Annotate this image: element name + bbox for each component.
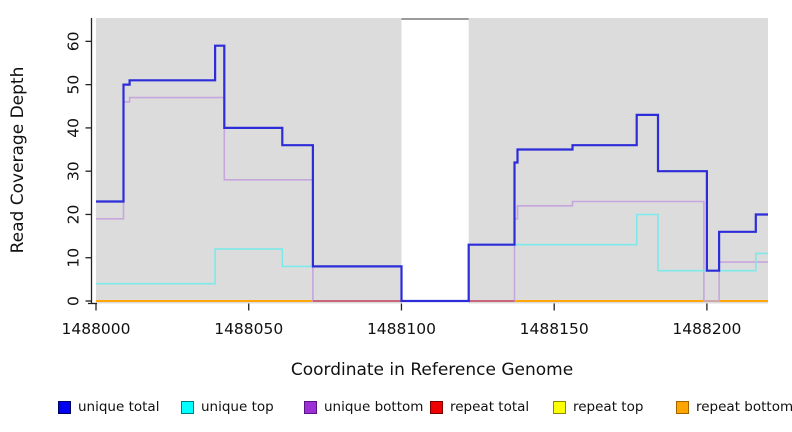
legend-item-repeat-bottom: repeat bottom bbox=[676, 396, 792, 418]
legend-item-unique-top: unique top bbox=[181, 396, 274, 418]
legend-label-repeat-top: repeat top bbox=[573, 399, 644, 415]
legend-label-repeat-total: repeat total bbox=[450, 399, 530, 415]
y-tick-label: 30 bbox=[65, 161, 83, 181]
legend-item-repeat-top: repeat top bbox=[553, 396, 643, 418]
y-tick-label: 20 bbox=[65, 205, 83, 225]
y-tick-label: 10 bbox=[65, 248, 83, 268]
legend-label-unique-bottom: unique bottom bbox=[324, 399, 424, 415]
legend-label-unique-top: unique top bbox=[201, 399, 274, 415]
x-tick-label: 1488150 bbox=[520, 320, 589, 338]
legend: unique total unique top unique bottom repea… bbox=[0, 396, 792, 422]
x-tick-label: 1488050 bbox=[214, 320, 283, 338]
legend-swatch-repeat-total bbox=[430, 400, 443, 414]
y-tick-label: 50 bbox=[65, 75, 83, 95]
legend-swatch-repeat-bottom bbox=[676, 400, 689, 414]
y-tick-label: 60 bbox=[65, 31, 83, 51]
series-path-unique-total bbox=[96, 44, 768, 303]
x-tick-label: 1488100 bbox=[367, 320, 436, 338]
legend-swatch-repeat-top bbox=[553, 400, 566, 414]
series-path-unique-bottom bbox=[96, 96, 768, 302]
y-tick-label: 40 bbox=[65, 118, 83, 138]
legend-item-repeat-total: repeat total bbox=[430, 396, 529, 418]
legend-label-repeat-bottom: repeat bottom bbox=[696, 399, 792, 415]
y-tick-label: 0 bbox=[65, 296, 83, 306]
x-tick-label: 1488000 bbox=[61, 320, 130, 338]
legend-swatch-unique-top bbox=[181, 400, 194, 414]
x-axis-title: Coordinate in Reference Genome bbox=[290, 360, 574, 380]
legend-item-unique-total: unique total bbox=[58, 396, 159, 418]
legend-label-unique-total: unique total bbox=[78, 399, 160, 415]
x-tick-label: 1488200 bbox=[672, 320, 741, 338]
legend-item-unique-bottom: unique bottom bbox=[304, 396, 423, 418]
legend-swatch-unique-total bbox=[58, 400, 71, 414]
legend-swatch-unique-bottom bbox=[304, 400, 317, 414]
y-axis-title: Read Coverage Depth bbox=[8, 66, 28, 254]
gap-region bbox=[401, 18, 469, 304]
